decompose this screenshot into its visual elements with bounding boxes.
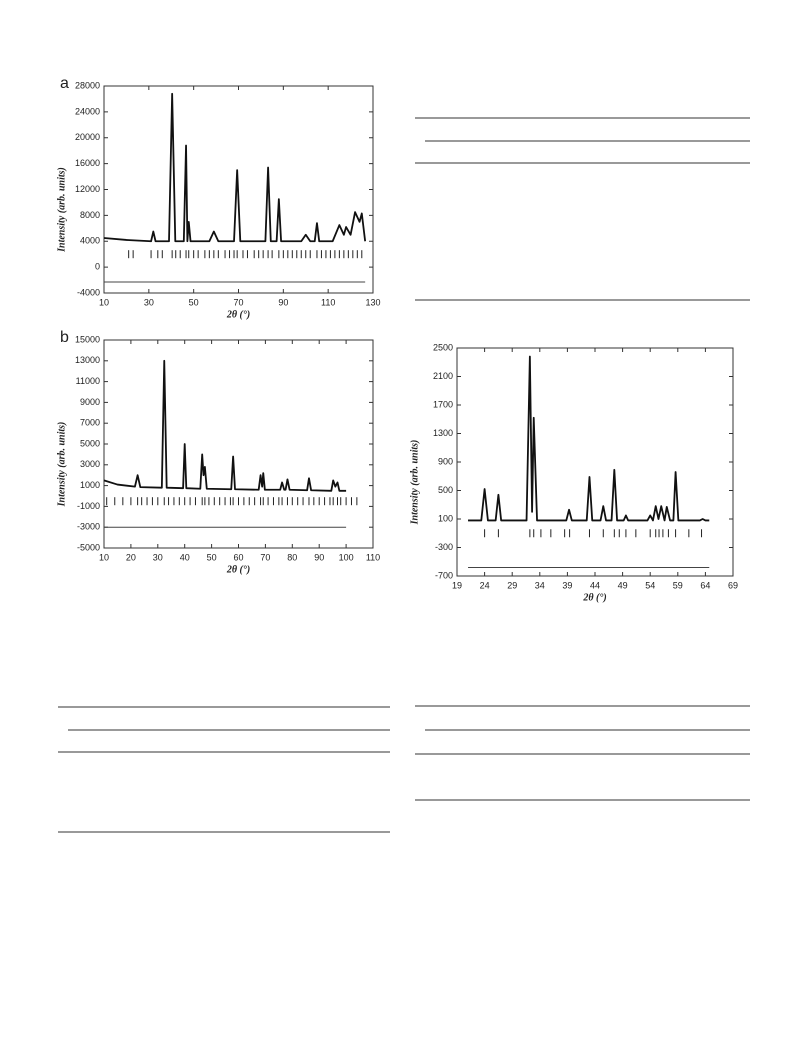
panel-label: b	[60, 329, 69, 346]
y-tick-label: 2100	[433, 371, 453, 381]
x-tick-label: 34	[535, 580, 545, 590]
y-axis-label: Intensity (arb. units)	[56, 422, 67, 508]
y-tick-label: 28000	[75, 80, 100, 90]
x-tick-label: 110	[321, 297, 335, 307]
x-tick-label: 10	[99, 552, 109, 562]
y-tick-label: 15000	[75, 334, 100, 344]
y-tick-label: 11000	[76, 376, 100, 386]
x-tick-label: 24	[480, 580, 490, 590]
xrd-chart: b -5000 -3000 -1000 1000 3000 5000 7000 9000 1100…	[56, 329, 380, 575]
y-tick-label: 3000	[80, 459, 100, 469]
y-tick-label: 4000	[80, 236, 100, 246]
y-tick-label: 24000	[75, 106, 100, 116]
x-tick-label: 60	[233, 552, 243, 562]
x-tick-label: 64	[700, 580, 710, 590]
x-axis-label: 2θ (°)	[582, 592, 606, 603]
y-tick-label: 100	[438, 513, 453, 523]
x-tick-label: 59	[673, 580, 683, 590]
y-tick-label: 12000	[75, 184, 100, 194]
y-tick-label: -700	[435, 570, 453, 580]
x-tick-label: 70	[260, 552, 270, 562]
y-tick-label: 0	[95, 262, 100, 272]
y-tick-label: 1000	[80, 480, 100, 490]
x-tick-label: 50	[189, 297, 199, 307]
xrd-chart: -700 -300 100 500 900 1300 1700 2100 2500 19 24 29 3…	[409, 342, 738, 603]
x-tick-label: 10	[99, 297, 109, 307]
y-tick-label: -300	[435, 542, 453, 552]
y-tick-label: -1000	[77, 501, 100, 511]
y-tick-label: 1300	[433, 428, 453, 438]
observed-profile	[103, 92, 367, 243]
observed-profile	[103, 359, 347, 492]
x-tick-label: 54	[645, 580, 655, 590]
x-tick-label: 90	[278, 297, 288, 307]
x-tick-label: 44	[590, 580, 600, 590]
x-tick-label: 19	[452, 580, 462, 590]
x-axis-label: 2θ (°)	[226, 309, 250, 320]
y-tick-label: 500	[438, 485, 453, 495]
x-tick-label: 29	[507, 580, 517, 590]
y-tick-label: 5000	[80, 438, 100, 448]
y-axis-label: Intensity (arb. units)	[409, 440, 420, 526]
y-tick-label: 7000	[80, 418, 100, 428]
table-rules	[58, 117, 750, 833]
y-tick-label: 13000	[75, 355, 100, 365]
y-tick-label: 9000	[80, 397, 100, 407]
x-tick-label: 110	[366, 552, 380, 562]
y-tick-label: -4000	[77, 287, 100, 297]
y-tick-label: 2500	[433, 342, 453, 352]
x-tick-label: 50	[207, 552, 217, 562]
x-tick-label: 100	[339, 552, 354, 562]
plot-frame	[103, 339, 374, 549]
x-tick-label: 20	[126, 552, 136, 562]
x-tick-label: 39	[562, 580, 572, 590]
observed-profile	[468, 355, 710, 522]
x-tick-label: 70	[233, 297, 243, 307]
x-tick-label: 30	[153, 552, 163, 562]
plot-frame	[456, 347, 734, 577]
y-tick-label: -5000	[77, 542, 100, 552]
x-tick-label: 90	[314, 552, 324, 562]
y-tick-label: 16000	[75, 158, 100, 168]
x-tick-label: 80	[287, 552, 297, 562]
y-tick-label: 1700	[433, 399, 453, 409]
x-tick-label: 40	[180, 552, 190, 562]
x-tick-label: 69	[728, 580, 738, 590]
x-axis-label: 2θ (°)	[226, 564, 250, 575]
panel-label: a	[60, 75, 69, 92]
y-tick-label: 20000	[75, 132, 100, 142]
y-tick-label: 900	[438, 456, 453, 466]
y-tick-label: -3000	[77, 522, 100, 532]
y-axis-label: Intensity (arb. units)	[56, 167, 67, 253]
x-tick-label: 30	[144, 297, 154, 307]
x-tick-label: 130	[365, 297, 380, 307]
xrd-chart: a -4000 0 4000 8000 12000 16000 20000 24000 28000…	[56, 75, 380, 320]
y-tick-label: 8000	[80, 210, 100, 220]
x-tick-label: 49	[618, 580, 628, 590]
